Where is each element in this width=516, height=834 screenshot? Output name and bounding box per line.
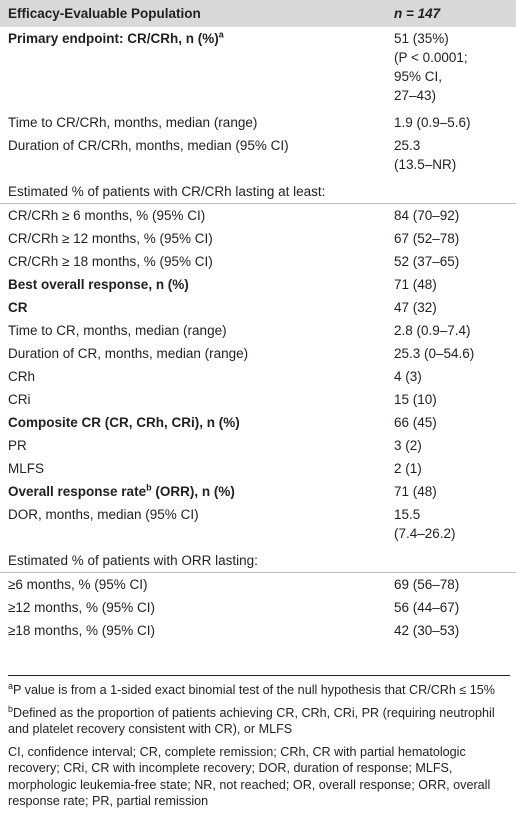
table-row: CRh 4 (3) bbox=[0, 365, 516, 388]
table-row: ≥18 months, % (95% CI) 42 (30–53) bbox=[0, 619, 516, 642]
row-value: 71 (48) bbox=[394, 277, 437, 292]
row-value: 51 (35%) (P < 0.0001; 95% CI, 27–43) bbox=[394, 31, 468, 103]
row-value: 2.8 (0.9–7.4) bbox=[394, 323, 471, 338]
row-label: CRh bbox=[8, 369, 36, 384]
row-value: 15.5 (7.4–26.2) bbox=[394, 507, 456, 541]
table-row: Overall response rateb (ORR), n (%) 71 (… bbox=[0, 480, 516, 503]
row-value: 1.9 (0.9–5.6) bbox=[394, 115, 471, 130]
row-value: 25.3 (0–54.6) bbox=[394, 346, 475, 361]
row-label: Duration of CR/CRh, months, median (95% … bbox=[8, 138, 289, 153]
footnote-mark: a bbox=[8, 680, 14, 691]
row-label: CR/CRh ≥ 12 months, % (95% CI) bbox=[8, 231, 213, 246]
row-value: 2 (1) bbox=[394, 461, 422, 476]
row-value: 71 (48) bbox=[394, 484, 437, 499]
row-label: Duration of CR, months, median (range) bbox=[8, 346, 249, 361]
row-value bbox=[388, 176, 516, 204]
table-row: Composite CR (CR, CRh, CRi), n (%) 66 (4… bbox=[0, 411, 516, 434]
table-row: CR 47 (32) bbox=[0, 296, 516, 319]
row-value: 4 (3) bbox=[394, 369, 422, 384]
row-label: Time to CR, months, median (range) bbox=[8, 323, 227, 338]
table-row: Time to CR, months, median (range) 2.8 (… bbox=[0, 319, 516, 342]
footnote-a: aP value is from a 1-sided exact binomia… bbox=[8, 680, 510, 699]
table-header-row: Efficacy-Evaluable Population n = 147 bbox=[0, 0, 516, 27]
row-label: PR bbox=[8, 438, 27, 453]
row-label: MLFS bbox=[8, 461, 45, 476]
row-label: ≥18 months, % (95% CI) bbox=[8, 623, 155, 638]
row-value: 66 (45) bbox=[394, 415, 437, 430]
table-row: PR 3 (2) bbox=[0, 434, 516, 457]
table-row: MLFS 2 (1) bbox=[0, 457, 516, 480]
table-row: CR/CRh ≥ 18 months, % (95% CI) 52 (37–65… bbox=[0, 250, 516, 273]
header-label: Efficacy-Evaluable Population bbox=[0, 0, 388, 27]
row-label: Best overall response, n (%) bbox=[8, 277, 189, 292]
row-label: Overall response rateb (ORR), n (%) bbox=[8, 482, 235, 499]
table-row: Best overall response, n (%) 71 (48) bbox=[0, 273, 516, 296]
row-label: CRi bbox=[8, 392, 31, 407]
row-label: ≥12 months, % (95% CI) bbox=[8, 600, 155, 615]
row-value: 25.3 (13.5–NR) bbox=[394, 138, 457, 172]
row-label: CR bbox=[8, 300, 28, 315]
row-label: Estimated % of patients with ORR lasting… bbox=[8, 553, 258, 568]
footnote-mark: b bbox=[8, 703, 14, 714]
efficacy-table: Efficacy-Evaluable Population n = 147 Pr… bbox=[0, 0, 516, 642]
header-n: n = 147 bbox=[388, 0, 516, 27]
row-value: 52 (37–65) bbox=[394, 254, 460, 269]
row-label: Time to CR/CRh, months, median (range) bbox=[8, 115, 258, 130]
table-row: CR/CRh ≥ 6 months, % (95% CI) 84 (70–92) bbox=[0, 203, 516, 227]
table-footnotes: aP value is from a 1-sided exact binomia… bbox=[8, 675, 510, 810]
table-row: CRi 15 (10) bbox=[0, 388, 516, 411]
row-value bbox=[388, 545, 516, 573]
row-value: 42 (30–53) bbox=[394, 623, 460, 638]
row-value: 3 (2) bbox=[394, 438, 422, 453]
row-value: 56 (44–67) bbox=[394, 600, 460, 615]
row-label: CR/CRh ≥ 18 months, % (95% CI) bbox=[8, 254, 213, 269]
table-row: ≥6 months, % (95% CI) 69 (56–78) bbox=[0, 572, 516, 596]
abbreviations-note: CI, confidence interval; CR, complete re… bbox=[8, 744, 491, 809]
table-row: ≥12 months, % (95% CI) 56 (44–67) bbox=[0, 596, 516, 619]
table-row: Estimated % of patients with ORR lasting… bbox=[0, 545, 516, 573]
row-value: 15 (10) bbox=[394, 392, 437, 407]
table-row: Duration of CR, months, median (range) 2… bbox=[0, 342, 516, 365]
table-row: CR/CRh ≥ 12 months, % (95% CI) 67 (52–78… bbox=[0, 227, 516, 250]
row-label: Primary endpoint: CR/CRh, n (%)a bbox=[8, 29, 224, 46]
table-row: Primary endpoint: CR/CRh, n (%)a 51 (35%… bbox=[0, 27, 516, 107]
table-row: Duration of CR/CRh, months, median (95% … bbox=[0, 134, 516, 176]
footnote-text: P value is from a 1-sided exact binomial… bbox=[13, 683, 495, 697]
row-value: 69 (56–78) bbox=[388, 572, 516, 596]
row-label: Estimated % of patients with CR/CRh last… bbox=[8, 184, 326, 199]
footnote-mark-b: b bbox=[146, 482, 152, 493]
table-row: Estimated % of patients with CR/CRh last… bbox=[0, 176, 516, 204]
row-label: ≥6 months, % (95% CI) bbox=[0, 572, 388, 596]
row-label: Composite CR (CR, CRh, CRi), n (%) bbox=[8, 415, 240, 430]
row-label: DOR, months, median (95% CI) bbox=[8, 507, 199, 522]
table-row: DOR, months, median (95% CI) 15.5 (7.4–2… bbox=[0, 503, 516, 545]
footnote-text: Defined as the proportion of patients ac… bbox=[8, 705, 495, 737]
table-row: Time to CR/CRh, months, median (range) 1… bbox=[0, 107, 516, 134]
footnote-mark-a: a bbox=[218, 29, 224, 40]
row-value: 84 (70–92) bbox=[388, 203, 516, 227]
row-label: CR/CRh ≥ 6 months, % (95% CI) bbox=[0, 203, 388, 227]
footnote-b: bDefined as the proportion of patients a… bbox=[8, 703, 510, 738]
row-value: 67 (52–78) bbox=[394, 231, 460, 246]
row-value: 47 (32) bbox=[394, 300, 437, 315]
